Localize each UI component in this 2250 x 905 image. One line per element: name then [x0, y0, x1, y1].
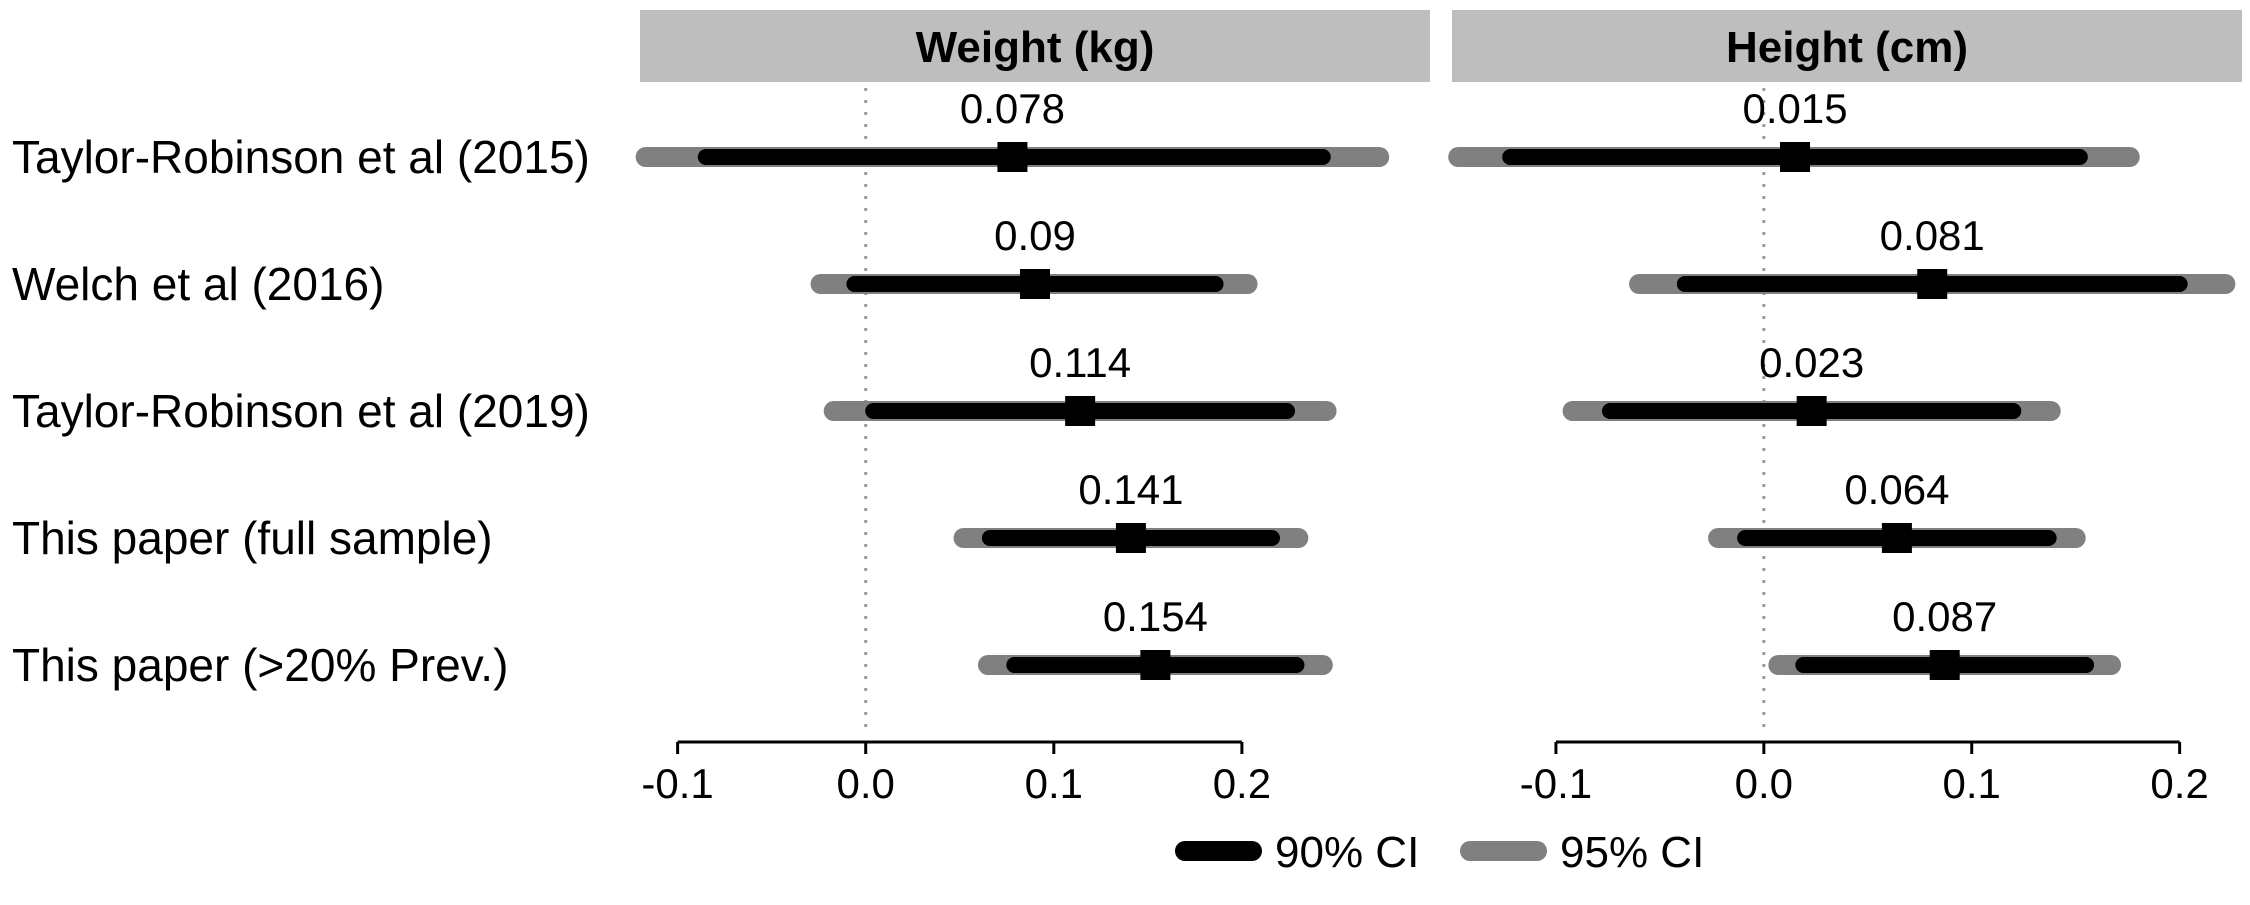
study-label-2: Welch et al (2016) — [12, 258, 384, 310]
height-panel-strip — [1452, 10, 2242, 82]
study-label-3: Taylor-Robinson et al (2019) — [12, 385, 590, 437]
weight-panel-title: Weight (kg) — [916, 23, 1155, 72]
height-panel-title: Height (cm) — [1726, 23, 1968, 72]
weight-x-tick-label-1: -0.1 — [641, 760, 713, 807]
height-estimate-label-5: 0.087 — [1892, 593, 1997, 640]
weight-estimate-marker-3 — [1065, 396, 1096, 426]
weight-estimate-label-2: 0.09 — [994, 212, 1076, 259]
height-estimate-label-1: 0.015 — [1742, 85, 1847, 132]
study-label-5: This paper (>20% Prev.) — [12, 639, 508, 691]
weight-estimate-marker-1 — [997, 142, 1028, 172]
height-estimate-marker-3 — [1796, 396, 1827, 426]
study-label-4: This paper (full sample) — [12, 512, 493, 564]
height-x-tick-label-4: 0.2 — [2150, 760, 2208, 807]
height-x-tick-label-1: -0.1 — [1520, 760, 1592, 807]
height-estimate-marker-5 — [1929, 650, 1960, 680]
weight-x-tick-label-4: 0.2 — [1213, 760, 1271, 807]
weight-estimate-marker-5 — [1140, 650, 1171, 680]
height-x-tick-label-2: 0.0 — [1735, 760, 1793, 807]
height-estimate-marker-2 — [1917, 269, 1948, 299]
height-estimate-label-3: 0.023 — [1759, 339, 1864, 386]
weight-estimate-label-4: 0.141 — [1078, 466, 1183, 513]
height-estimate-label-2: 0.081 — [1880, 212, 1985, 259]
legend-label-ci95: 95% CI — [1560, 828, 1704, 877]
weight-x-tick-label-2: 0.0 — [837, 760, 895, 807]
weight-estimate-label-3: 0.114 — [1029, 339, 1131, 386]
weight-estimate-label-1: 0.078 — [960, 85, 1065, 132]
height-x-tick-label-3: 0.1 — [1943, 760, 2001, 807]
weight-panel-strip — [640, 10, 1430, 82]
study-label-1: Taylor-Robinson et al (2015) — [12, 131, 590, 183]
legend-label-ci90: 90% CI — [1275, 828, 1419, 877]
weight-estimate-marker-2 — [1020, 269, 1050, 299]
height-estimate-marker-4 — [1881, 523, 1912, 553]
height-estimate-marker-1 — [1780, 142, 1811, 172]
weight-estimate-label-5: 0.154 — [1103, 593, 1208, 640]
height-estimate-label-4: 0.064 — [1844, 466, 1949, 513]
weight-estimate-marker-4 — [1115, 523, 1146, 553]
weight-x-tick-label-3: 0.1 — [1025, 760, 1083, 807]
